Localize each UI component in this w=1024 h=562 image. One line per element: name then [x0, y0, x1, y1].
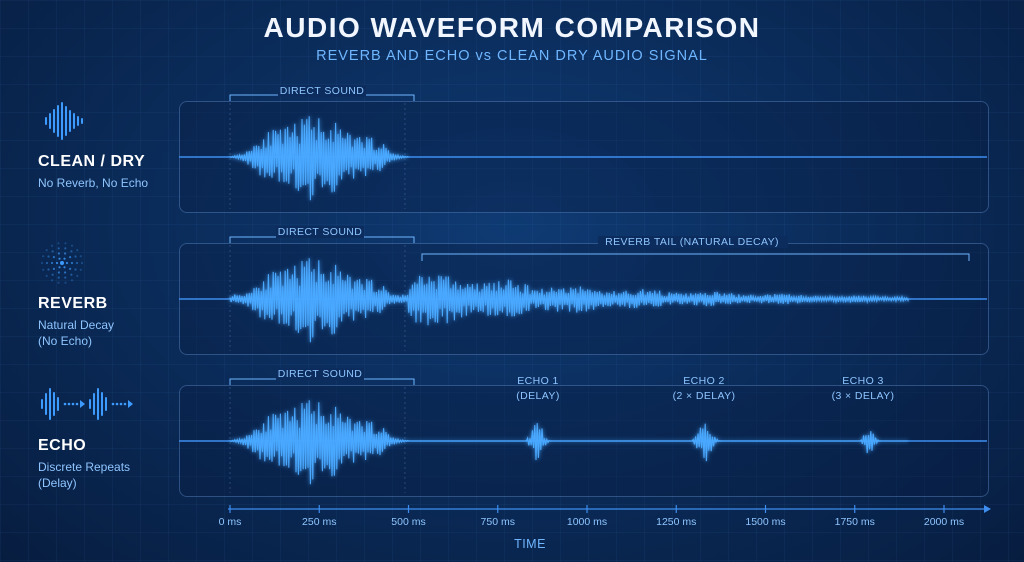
label-direct-sound: DIRECT SOUND [278, 226, 363, 238]
row-description-line1: Natural Decay [38, 318, 115, 332]
label-reverb-tail: REVERB TAIL (NATURAL DECAY) [605, 236, 779, 248]
row-description: No Reverb, No Echo [38, 176, 149, 190]
label-echo-2: ECHO 2 [683, 375, 725, 387]
waveform-icon [45, 102, 83, 140]
label-echo-2-delay: (2 × DELAY) [673, 390, 736, 402]
axis-tick-label: 1250 ms [656, 516, 696, 528]
time-axis-arrow [984, 505, 991, 513]
label-echo-1-delay: (DELAY) [516, 390, 559, 402]
page-title: AUDIO WAVEFORM COMPARISON [263, 12, 761, 43]
axis-tick-label: 1750 ms [835, 516, 875, 528]
axis-tick-label: 1000 ms [567, 516, 607, 528]
time-axis-title: TIME [514, 537, 546, 551]
waveform-echo [229, 400, 909, 485]
row-name: ECHO [38, 437, 87, 454]
label-echo-3-delay: (3 × DELAY) [832, 390, 895, 402]
row-description-line2: (No Echo) [38, 334, 93, 348]
axis-tick-label: 750 ms [481, 516, 515, 528]
waveform-reverb [229, 258, 909, 343]
dot-ripple-icon [40, 242, 84, 284]
waveform-clean [229, 116, 409, 201]
row-description-line2: (Delay) [38, 476, 77, 490]
row-label-reverb: REVERB Natural Decay (No Echo) [38, 240, 114, 349]
axis-tick-label: 250 ms [302, 516, 336, 528]
row-label-clean: CLEAN / DRY No Reverb, No Echo [38, 100, 148, 191]
axis-tick-label: 1500 ms [745, 516, 785, 528]
bracket-reverb-tail [421, 253, 970, 261]
row-description: Discrete Repeats (Delay) [38, 459, 138, 491]
row-name: REVERB [38, 295, 108, 312]
label-echo-3: ECHO 3 [842, 375, 884, 387]
row-label-echo: ECHO Discrete Repeats (Delay) [38, 384, 138, 491]
label-direct-sound: DIRECT SOUND [278, 368, 363, 380]
label-direct-sound: DIRECT SOUND [280, 85, 365, 97]
row-description-line1: Discrete Repeats [38, 460, 131, 474]
row-description: Natural Decay (No Echo) [38, 317, 114, 349]
page-subtitle: REVERB AND ECHO vs CLEAN DRY AUDIO SIGNA… [316, 48, 708, 64]
row-name: CLEAN / DRY [38, 153, 146, 170]
axis-tick-label: 2000 ms [924, 516, 964, 528]
echo-repeat-icon [41, 388, 133, 420]
axis-tick-label: 500 ms [391, 516, 425, 528]
axis-tick-label: 0 ms [219, 516, 242, 528]
label-echo-1: ECHO 1 [517, 375, 559, 387]
